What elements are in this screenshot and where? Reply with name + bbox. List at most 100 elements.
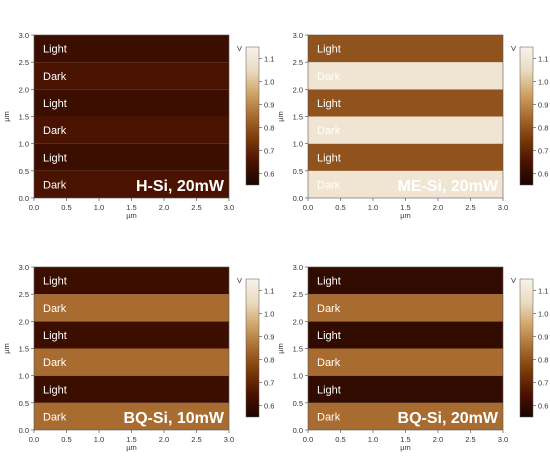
x-tick-label: 0.5: [335, 435, 345, 444]
y-axis-label: µm: [276, 111, 285, 122]
x-tick-label: 2.0: [433, 203, 443, 212]
sample-label: ME-Si, 20mW: [398, 178, 499, 195]
x-tick-label: 1.5: [400, 435, 410, 444]
y-tick-label: 2.0: [19, 85, 29, 94]
y-tick-label: 1.0: [293, 140, 303, 149]
x-tick-label: 2.0: [159, 435, 169, 444]
colorbar-tick-label: 0.7: [264, 147, 274, 156]
band-dark: [308, 170, 503, 198]
colorbar-tick-label: 0.8: [538, 356, 548, 365]
colorbar-tick-label: 1.1: [264, 55, 274, 64]
x-axis-label: µm: [400, 443, 411, 452]
band-dark: [308, 348, 503, 376]
colorbar-label: V: [511, 44, 516, 53]
x-tick-label: 1.0: [94, 203, 104, 212]
x-tick-label: 0.0: [303, 203, 313, 212]
panel-bq-si-10: Dark Light Dark Light Dark Light BQ-Si, 10mW 0.…: [2, 263, 274, 452]
band-label: Dark: [43, 179, 67, 191]
band-light: [34, 89, 229, 117]
y-axis-label: µm: [276, 343, 285, 354]
band-label: Dark: [317, 179, 341, 191]
colorbar-tick-label: 1.1: [538, 287, 548, 296]
colorbar: [519, 278, 534, 418]
x-axis-label: µm: [400, 211, 411, 220]
band-label: Light: [43, 384, 67, 396]
y-tick-label: 0.5: [293, 399, 303, 408]
colorbar-tick-label: 1.0: [264, 310, 274, 319]
band-label: Dark: [43, 357, 67, 369]
band-label: Light: [317, 44, 341, 56]
y-tick-label: 3.0: [19, 31, 29, 40]
y-tick-label: 1.0: [19, 372, 29, 381]
band-light: [308, 143, 503, 171]
band-light: [308, 267, 503, 295]
colorbar-tick-label: 0.8: [264, 356, 274, 365]
colorbar-tick-label: 0.6: [538, 170, 548, 179]
y-tick-label: 1.0: [19, 140, 29, 149]
y-tick-label: 1.5: [19, 113, 29, 122]
colorbar-tick-label: 0.7: [264, 379, 274, 388]
x-axis-label: µm: [126, 211, 137, 220]
colorbar-tick-label: 0.9: [538, 333, 548, 342]
colorbar-label: V: [237, 44, 242, 53]
colorbar-tick-label: 0.8: [538, 124, 548, 133]
band-label: Dark: [317, 125, 341, 137]
x-tick-label: 1.5: [400, 203, 410, 212]
y-tick-label: 2.5: [293, 290, 303, 299]
band-label: Light: [43, 98, 67, 110]
x-tick-label: 2.0: [433, 435, 443, 444]
band-dark: [308, 294, 503, 322]
colorbar: [519, 46, 534, 186]
colorbar-tick-label: 1.0: [538, 310, 548, 319]
band-label: Light: [317, 384, 341, 396]
colorbar: [245, 278, 260, 418]
colorbar-tick-label: 0.6: [264, 402, 274, 411]
colorbar: [245, 46, 260, 186]
x-tick-label: 2.5: [465, 203, 475, 212]
x-tick-label: 1.0: [368, 203, 378, 212]
colorbar-tick-label: 0.8: [264, 124, 274, 133]
band-label: Dark: [43, 411, 67, 423]
colorbar-label: V: [511, 276, 516, 285]
y-tick-label: 0.5: [19, 167, 29, 176]
y-tick-label: 2.0: [19, 317, 29, 326]
x-tick-label: 3.0: [224, 435, 234, 444]
y-tick-label: 2.0: [293, 85, 303, 94]
y-tick-label: 1.5: [293, 113, 303, 122]
band-dark: [34, 294, 229, 322]
band-label: Light: [317, 276, 341, 288]
band-label: Dark: [317, 303, 341, 315]
y-tick-label: 1.5: [19, 345, 29, 354]
sample-label: BQ-Si, 20mW: [398, 410, 499, 427]
band-label: Dark: [43, 303, 67, 315]
band-light: [308, 35, 503, 63]
x-tick-label: 0.5: [61, 435, 71, 444]
band-label: Dark: [317, 357, 341, 369]
x-axis-label: µm: [126, 443, 137, 452]
band-dark: [34, 116, 229, 144]
y-tick-label: 3.0: [293, 263, 303, 272]
band-light: [34, 375, 229, 403]
colorbar-tick-label: 0.9: [264, 101, 274, 110]
band-label: Light: [317, 152, 341, 164]
x-tick-label: 1.5: [126, 203, 136, 212]
y-axis-label: µm: [2, 111, 11, 122]
colorbar-tick-label: 1.0: [538, 78, 548, 87]
y-tick-label: 3.0: [19, 263, 29, 272]
y-tick-label: 0.0: [19, 194, 29, 203]
y-tick-label: 2.0: [293, 317, 303, 326]
y-tick-label: 2.5: [19, 290, 29, 299]
y-tick-label: 1.5: [293, 345, 303, 354]
band-dark: [308, 402, 503, 430]
band-dark: [34, 170, 229, 198]
x-tick-label: 2.5: [191, 435, 201, 444]
band-label: Dark: [43, 125, 67, 137]
colorbar-tick-label: 1.1: [264, 287, 274, 296]
colorbar-tick-label: 1.1: [538, 55, 548, 64]
band-light: [34, 35, 229, 63]
x-tick-label: 0.0: [29, 203, 39, 212]
band-dark: [34, 402, 229, 430]
panel-me-si: Dark Light Dark Light Dark Light ME-Si, 20mW 0.…: [276, 31, 548, 220]
band-light: [308, 375, 503, 403]
x-tick-label: 2.5: [191, 203, 201, 212]
